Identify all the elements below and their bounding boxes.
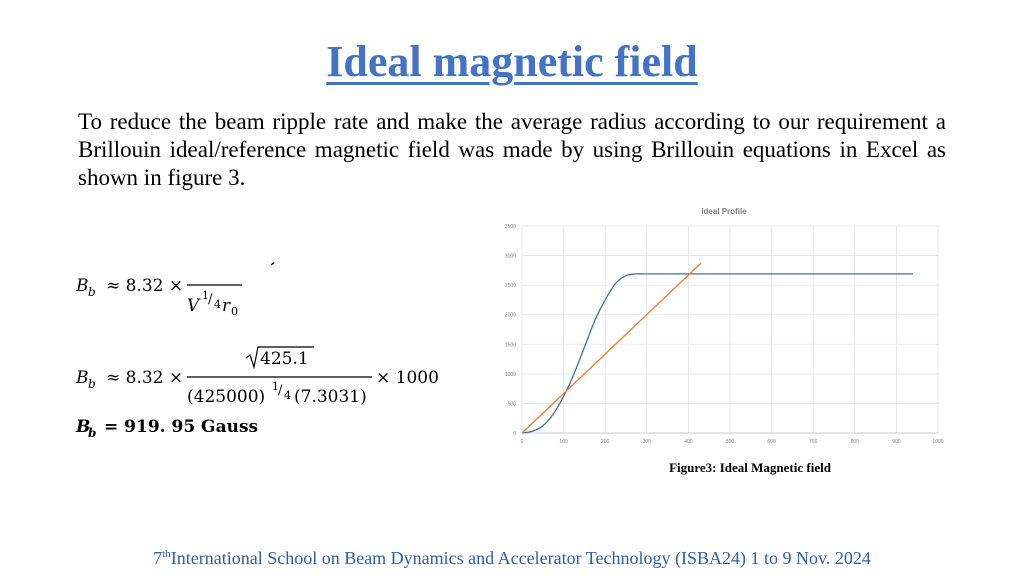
footer: 7thInternational School on Beam Dynamics… <box>0 548 1024 569</box>
equation-substituted: B b ≈ 8.32 × 425.1 (425000) 1 / 4 (7.303… <box>75 346 439 407</box>
chart-y-tick-label: 500 <box>508 401 517 407</box>
eq2-num-value: 425.1 <box>260 349 309 369</box>
eq2-den-r: (7.3031) <box>294 387 367 407</box>
chart-series-line-1 <box>521 273 914 434</box>
chart-y-tick-label: 3000 <box>505 254 516 260</box>
eq1-den-var: V <box>187 296 201 316</box>
ideal-profile-chart: Ideal Profile 05001000150020002500300035… <box>505 207 944 445</box>
chart-y-tick-label: 3500 <box>505 224 516 230</box>
chart-x-tick-label: 0 <box>521 439 524 445</box>
chart-y-tick-label: 0 <box>513 431 516 437</box>
chart-x-tick-label: 400 <box>684 439 693 445</box>
equation-general: B b ≈ 8.32 × I V 1 / 4 r 0 <box>75 262 274 318</box>
eq1-den-exp-num: 1 <box>202 289 209 302</box>
eq2-lhs: B <box>75 368 89 388</box>
chart-x-tick-label: 200 <box>601 439 610 445</box>
chart-x-tick-label: 500 <box>726 439 735 445</box>
eq1-den-exp-slash: / <box>208 292 213 307</box>
eq1-lhs-sub: b <box>88 285 96 299</box>
chart-x-tick-label: 800 <box>851 439 860 445</box>
chart-x-tick-label: 300 <box>643 439 652 445</box>
eq1-den-r: r <box>222 296 231 316</box>
figure-caption: Figure3: Ideal Magnetic field <box>669 460 831 475</box>
eq3-lhs-sub: b <box>88 426 96 440</box>
footer-number: 7 <box>153 548 163 568</box>
eq2-sqrt-sign <box>245 346 314 370</box>
chart-y-tick-label: 1000 <box>505 372 516 378</box>
eq2-den-exp-slash: / <box>278 383 283 398</box>
eq2-tail: × 1000 <box>376 368 439 388</box>
chart-title: Ideal Profile <box>701 207 747 216</box>
chart-series-line-2 <box>521 262 702 434</box>
eq1-approx: ≈ 8.32 × <box>106 276 183 296</box>
eq3-lhs: B <box>75 417 90 437</box>
footer-text: International School on Beam Dynamics an… <box>170 548 871 568</box>
equation-result: B b = 919. 95 Gauss <box>75 417 258 440</box>
eq2-lhs-sub: b <box>88 377 96 391</box>
chart-x-tick-label: 600 <box>767 439 776 445</box>
slide-title: Ideal magnetic field <box>326 37 698 86</box>
eq1-den-exp-den: 4 <box>214 298 221 311</box>
chart-x-tick-label: 100 <box>559 439 568 445</box>
footer-superscript: th <box>162 548 171 560</box>
eq2-approx: ≈ 8.32 × <box>106 368 183 388</box>
chart-x-tick-label: 900 <box>892 439 901 445</box>
eq1-sqrt-sign <box>270 262 274 266</box>
eq3-rhs: = 919. 95 Gauss <box>104 417 258 437</box>
chart-y-tick-label: 1500 <box>505 342 516 348</box>
chart-y-tick-label: 2500 <box>505 283 516 289</box>
eq2-den-v: (425000) <box>187 387 265 407</box>
chart-x-tick-label: 1000 <box>932 439 943 445</box>
body-paragraph: To reduce the beam ripple rate and make … <box>78 109 946 190</box>
eq2-den-exp-num: 1 <box>272 380 279 393</box>
chart-x-tick-label: 700 <box>809 439 818 445</box>
eq2-den-exp-den: 4 <box>284 389 291 402</box>
eq1-lhs: B <box>75 276 89 296</box>
eq1-den-r-sub: 0 <box>231 305 238 318</box>
chart-y-tick-label: 2000 <box>505 313 516 319</box>
